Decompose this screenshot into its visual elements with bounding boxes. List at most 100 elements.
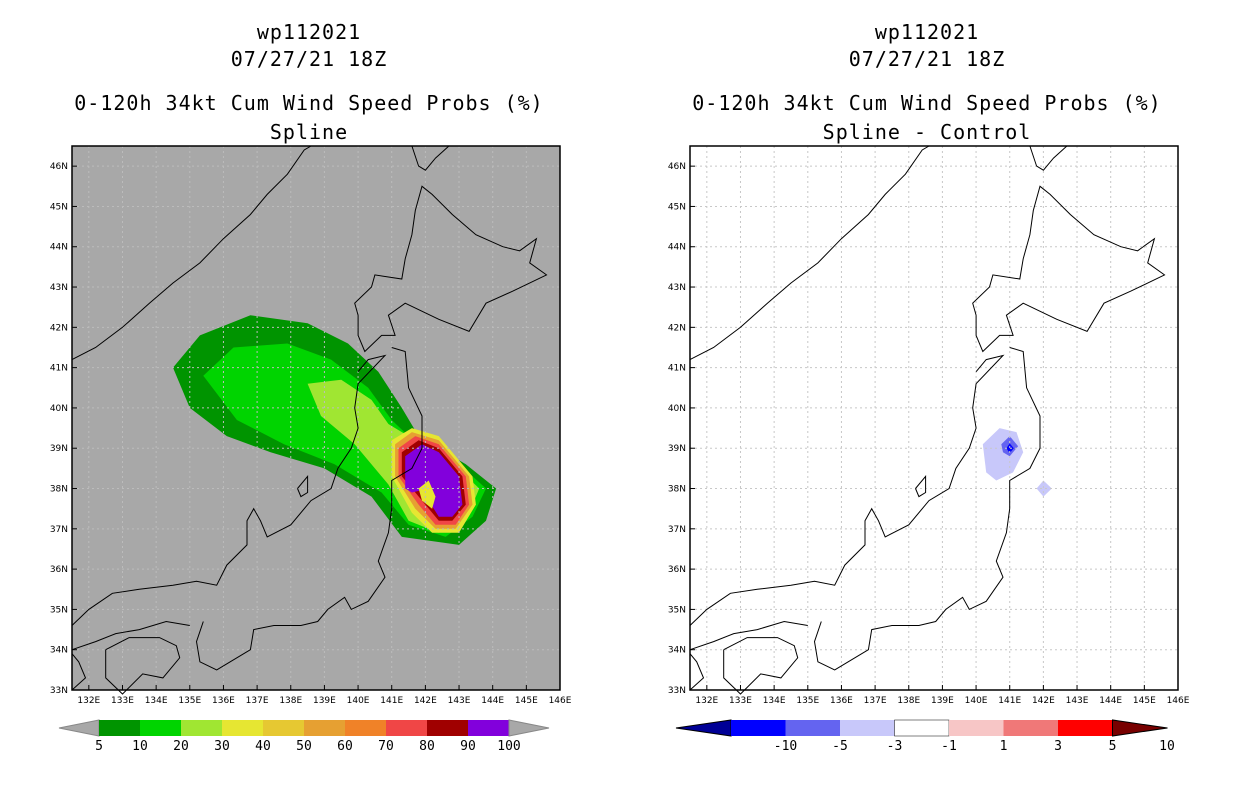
colorbar-label: 10: [1159, 739, 1175, 754]
lon-label: 141E: [998, 696, 1021, 706]
product-title: 0-120h 34kt Cum Wind Speed Probs (%): [74, 91, 544, 115]
colorbar-swatch: [840, 720, 895, 736]
lon-label: 140E: [965, 696, 988, 706]
lon-label: 133E: [729, 696, 752, 706]
colorbar-swatch: [1058, 720, 1113, 736]
colorbar-label: 60: [337, 739, 353, 754]
lon-label: 146E: [1167, 696, 1190, 706]
lat-label: 40N: [50, 404, 68, 414]
lon-label: 138E: [279, 696, 302, 706]
datetime: 07/27/21 18Z: [230, 47, 388, 71]
map-border: [689, 145, 1179, 691]
difference-contour: [1036, 480, 1052, 497]
colorbar-label: 20: [173, 739, 189, 754]
lat-label: 36N: [668, 565, 686, 575]
lon-label: 139E: [931, 696, 954, 706]
lat-label: 33N: [668, 686, 686, 696]
lon-label: 135E: [796, 696, 819, 706]
coastline: [689, 354, 1005, 626]
map-frame-group: 33N 34N 35N 36N 37N 38N 39N 40N 41N 42N 43N 44N 45N 4…: [668, 145, 1190, 706]
lat-label: 37N: [668, 525, 686, 535]
lon-label: 134E: [145, 696, 168, 706]
lon-label: 136E: [830, 696, 853, 706]
colorbar-label: -1: [941, 739, 957, 754]
lon-label: 133E: [111, 696, 134, 706]
coastline: [71, 354, 387, 626]
lat-label: 46N: [50, 162, 68, 172]
coastline: [297, 475, 309, 498]
difference-colorbar: -10 -5 -3 -1 1 3 5 10: [675, 719, 1175, 754]
colorbar-swatch: [1003, 720, 1058, 736]
lon-label: 138E: [897, 696, 920, 706]
colorbar-arrow-low: [675, 719, 732, 737]
colorbar-swatch: [99, 720, 140, 736]
lon-label: 146E: [549, 696, 572, 706]
product-title: 0-120h 34kt Cum Wind Speed Probs (%): [692, 91, 1162, 115]
map-frame-group: 33N 34N 35N 36N 37N 38N 39N 40N 41N 42N 43N 44N 45N 4…: [50, 145, 572, 706]
lat-label: 39N: [50, 444, 68, 454]
lat-label: 35N: [50, 605, 68, 615]
colorbar-swatch: [949, 720, 1004, 736]
lon-label: 142E: [1032, 696, 1055, 706]
lat-label: 37N: [50, 525, 68, 535]
colorbar-swatch: [345, 720, 386, 736]
probability-map: 33N 34N 35N 36N 37N 38N 39N 40N 41N 42N 43N 44N 45N 4…: [50, 145, 572, 706]
lon-label: 144E: [1099, 696, 1122, 706]
colorbar-label: 50: [296, 739, 312, 754]
lat-label: 44N: [668, 243, 686, 253]
colorbar-label: 10: [132, 739, 148, 754]
colorbar-swatch: [731, 720, 786, 736]
lon-label: 137E: [246, 696, 269, 706]
colorbar-swatch: [468, 720, 509, 736]
colorbar-swatch: [304, 720, 345, 736]
lat-label: 42N: [50, 323, 68, 333]
lat-label: 43N: [668, 283, 686, 293]
coastline: [71, 145, 312, 361]
probability-contour: [405, 444, 463, 517]
lat-label: 34N: [50, 646, 68, 656]
coastline: [1029, 145, 1068, 171]
coastline: [71, 620, 190, 651]
colorbar-swatch: [427, 720, 468, 736]
colorbar-label: 70: [378, 739, 394, 754]
lat-label: 38N: [50, 485, 68, 495]
lat-label: 43N: [50, 283, 68, 293]
colorbar-label: 80: [419, 739, 435, 754]
coastline: [689, 145, 930, 361]
colorbar-swatch: [263, 720, 304, 736]
colorbar-label: -5: [832, 739, 848, 754]
lon-label: 141E: [380, 696, 403, 706]
lon-label: 139E: [313, 696, 336, 706]
map-border: [71, 145, 561, 691]
colorbar-swatch: [222, 720, 263, 736]
lat-label: 44N: [50, 243, 68, 253]
colorbar-swatch: [181, 720, 222, 736]
lon-label: 136E: [212, 696, 235, 706]
lat-label: 33N: [50, 686, 68, 696]
lon-label: 135E: [178, 696, 201, 706]
colorbar-label: 1: [1000, 739, 1008, 754]
coastline: [689, 620, 808, 651]
lon-label: 132E: [695, 696, 718, 706]
storm-id: wp112021: [874, 20, 980, 44]
colorbar-swatch: [140, 720, 181, 736]
lat-label: 36N: [50, 565, 68, 575]
coastline: [354, 185, 548, 353]
coastline: [813, 347, 1041, 671]
colorbar-label: 30: [214, 739, 230, 754]
lon-label: 132E: [77, 696, 100, 706]
lon-label: 142E: [414, 696, 437, 706]
lat-label: 42N: [668, 323, 686, 333]
left-panel: wp112021 07/27/21 18Z 0-120h 34kt Cum Wi…: [50, 20, 572, 754]
subtitle: Spline: [269, 120, 349, 144]
coastlines: [71, 145, 548, 695]
colorbar-arrow-high: [508, 719, 550, 737]
lat-label: 39N: [668, 444, 686, 454]
lat-label: 46N: [668, 162, 686, 172]
difference-map: 33N 34N 35N 36N 37N 38N 39N 40N 41N 42N 43N 44N 45N 4…: [668, 145, 1190, 706]
colorbar-arrow-low: [58, 719, 100, 737]
lat-label: 40N: [668, 404, 686, 414]
right-panel: wp112021 07/27/21 18Z 0-120h 34kt Cum Wi…: [618, 0, 1236, 800]
colorbar-label: 3: [1054, 739, 1062, 754]
coastline: [972, 185, 1166, 353]
